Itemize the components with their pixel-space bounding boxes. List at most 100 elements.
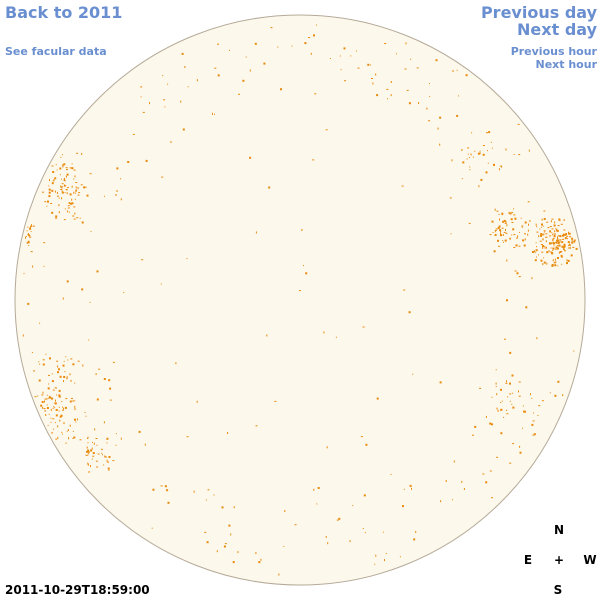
feature-dot bbox=[499, 218, 500, 221]
feature-dot bbox=[61, 190, 63, 193]
feature-dot bbox=[64, 184, 65, 187]
feature-dot bbox=[547, 227, 550, 229]
back-to-year-link[interactable]: Back to 2011 bbox=[5, 3, 123, 22]
feature-dot bbox=[546, 241, 547, 243]
feature-dot bbox=[72, 215, 75, 217]
feature-dot bbox=[284, 510, 286, 512]
feature-dot bbox=[371, 78, 373, 79]
feature-dot bbox=[552, 247, 555, 249]
feature-dot bbox=[500, 234, 502, 237]
feature-dot bbox=[45, 353, 47, 355]
feature-dot bbox=[87, 449, 90, 452]
feature-dot bbox=[73, 218, 76, 220]
feature-dot bbox=[258, 561, 261, 564]
feature-dot bbox=[501, 227, 504, 229]
feature-dot bbox=[298, 290, 301, 292]
feature-dot bbox=[543, 230, 546, 232]
feature-dot bbox=[217, 74, 220, 77]
feature-dot bbox=[519, 445, 521, 448]
feature-dot bbox=[34, 396, 37, 398]
feature-dot bbox=[61, 178, 62, 180]
next-day-link[interactable]: Next day bbox=[517, 20, 597, 39]
feature-dot bbox=[47, 200, 49, 203]
feature-dot bbox=[458, 95, 460, 97]
feature-dot bbox=[95, 438, 98, 439]
feature-dot bbox=[504, 239, 507, 242]
feature-dot bbox=[50, 421, 52, 423]
feature-dot bbox=[85, 415, 87, 417]
feature-dot bbox=[528, 149, 530, 152]
feature-dot bbox=[511, 222, 514, 223]
feature-dot bbox=[482, 473, 485, 475]
feature-dot bbox=[543, 257, 545, 259]
feature-dot bbox=[53, 406, 55, 408]
feature-dot bbox=[325, 535, 327, 538]
feature-dot bbox=[572, 246, 575, 248]
previous-hour-link[interactable]: Previous hour bbox=[510, 45, 597, 58]
feature-dot bbox=[88, 451, 90, 453]
feature-dot bbox=[232, 561, 235, 564]
feature-dot bbox=[72, 363, 75, 366]
feature-dot bbox=[180, 100, 182, 103]
feature-dot bbox=[63, 422, 65, 424]
feature-dot bbox=[54, 407, 56, 409]
feature-dot bbox=[30, 224, 32, 227]
feature-dot bbox=[437, 127, 439, 130]
feature-dot bbox=[364, 532, 366, 534]
feature-dot bbox=[571, 237, 574, 240]
feature-dot bbox=[164, 106, 166, 108]
previous-day-link[interactable]: Previous day bbox=[480, 3, 597, 22]
see-facular-data-link[interactable]: See facular data bbox=[5, 45, 107, 58]
feature-dot bbox=[503, 219, 506, 222]
feature-dot bbox=[160, 485, 163, 487]
next-hour-link[interactable]: Next hour bbox=[535, 58, 598, 71]
feature-dot bbox=[73, 436, 76, 439]
feature-dot bbox=[23, 272, 25, 274]
feature-dot bbox=[502, 234, 504, 236]
feature-dot bbox=[57, 195, 59, 197]
feature-dot bbox=[141, 259, 144, 261]
feature-dot bbox=[62, 409, 64, 411]
feature-dot bbox=[517, 235, 519, 238]
feature-dot bbox=[413, 538, 416, 541]
feature-dot bbox=[214, 113, 215, 115]
feature-dot bbox=[95, 373, 97, 376]
feature-dot bbox=[506, 299, 508, 302]
feature-dot bbox=[505, 221, 507, 224]
feature-dot bbox=[233, 506, 235, 509]
feature-dot bbox=[277, 46, 279, 48]
feature-dot bbox=[560, 251, 563, 253]
feature-dot bbox=[550, 247, 552, 249]
feature-dot bbox=[511, 234, 513, 236]
feature-dot bbox=[536, 226, 538, 228]
feature-dot bbox=[63, 219, 66, 221]
feature-dot bbox=[161, 176, 164, 178]
feature-dot bbox=[249, 69, 251, 72]
feature-dot bbox=[313, 488, 315, 491]
feature-dot bbox=[555, 248, 557, 251]
feature-dot bbox=[26, 241, 28, 244]
feature-dot bbox=[518, 154, 521, 156]
feature-dot bbox=[27, 302, 30, 305]
feature-dot bbox=[563, 245, 566, 247]
feature-dot bbox=[38, 379, 41, 382]
feature-dot bbox=[519, 231, 520, 233]
feature-dot bbox=[551, 239, 554, 241]
feature-dot bbox=[25, 236, 27, 237]
feature-dot bbox=[357, 67, 360, 69]
feature-dot bbox=[501, 400, 503, 402]
feature-dot bbox=[506, 380, 507, 383]
feature-dot bbox=[554, 264, 557, 267]
feature-dot bbox=[314, 93, 317, 95]
feature-dot bbox=[60, 186, 63, 188]
feature-dot bbox=[566, 262, 568, 265]
feature-dot bbox=[466, 158, 468, 160]
feature-dot bbox=[74, 382, 76, 384]
feature-dot bbox=[50, 409, 52, 411]
feature-dot bbox=[89, 301, 91, 303]
feature-dot bbox=[29, 236, 32, 238]
feature-dot bbox=[61, 431, 63, 433]
feature-dot bbox=[498, 214, 500, 215]
feature-dot bbox=[551, 264, 554, 266]
feature-dot bbox=[504, 338, 506, 340]
